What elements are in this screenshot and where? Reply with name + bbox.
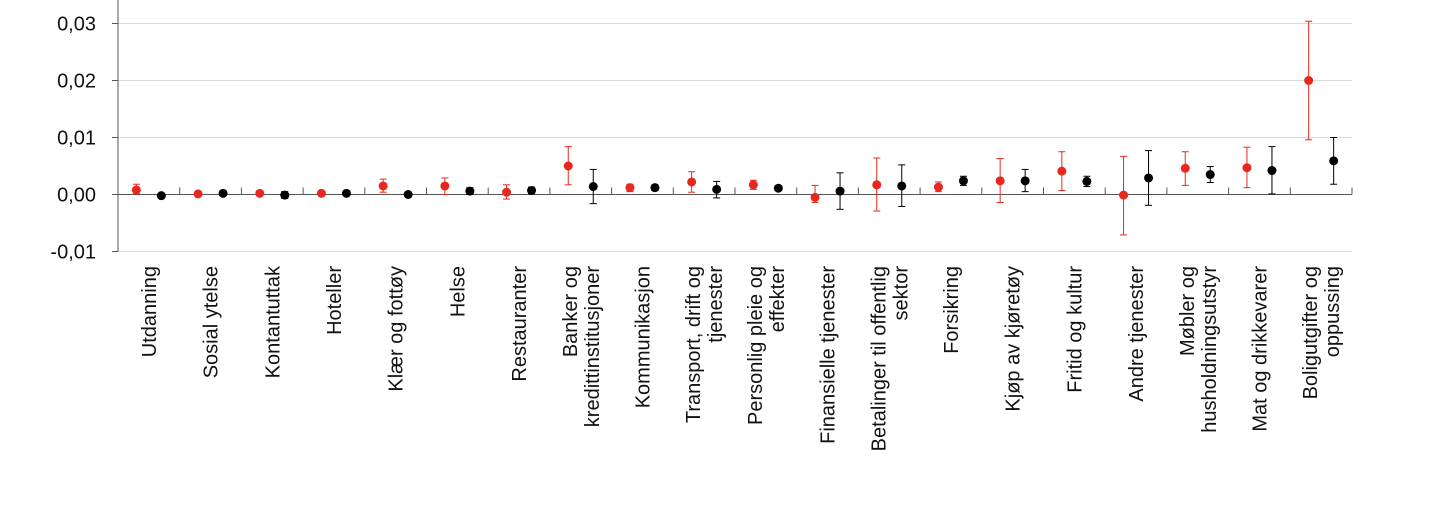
x-category-label: Hoteller — [324, 266, 346, 335]
data-point — [527, 186, 537, 196]
data-point — [810, 192, 820, 202]
x-category-label: oppussing — [1322, 266, 1344, 357]
data-point — [1144, 173, 1154, 183]
x-category-label: Banker og — [560, 266, 582, 357]
x-category-label: Kommunikasjon — [632, 266, 654, 408]
data-point — [131, 185, 141, 195]
x-category-label: Forsikring — [941, 266, 963, 354]
error-bars — [132, 20, 1338, 236]
y-tick-label: 0,01 — [57, 128, 96, 150]
data-point — [1329, 156, 1339, 166]
data-point — [773, 183, 783, 193]
x-category-label: Sosial ytelse — [201, 266, 223, 378]
data-point — [403, 190, 413, 199]
data-point — [933, 182, 943, 192]
x-category-label: Restauranter — [509, 266, 531, 382]
data-point — [341, 188, 351, 198]
data-point — [650, 183, 660, 193]
data-point — [502, 187, 512, 197]
x-category-label: Fritid og kultur — [1064, 266, 1086, 393]
data-point — [218, 188, 228, 198]
data-point — [156, 191, 166, 201]
data-point — [1242, 163, 1252, 173]
x-category-label: Betalinger til offentlig — [868, 266, 890, 451]
x-category-label: Transport, drift og — [683, 266, 705, 423]
x-category-label: Klær og fottøy — [386, 266, 408, 392]
data-point — [995, 176, 1005, 186]
data-point — [1180, 163, 1190, 173]
y-tick-label: -0,01 — [50, 242, 96, 264]
data-point — [1267, 166, 1277, 176]
x-category-label: tjenester — [705, 266, 727, 343]
y-tick-label: 0,00 — [57, 185, 96, 207]
x-category-label: Finansielle tjenester — [818, 266, 840, 444]
data-point — [835, 186, 845, 196]
data-point — [1020, 176, 1030, 186]
data-point — [687, 177, 697, 187]
data-point — [897, 181, 907, 191]
x-category-label: Boligutgifter og — [1300, 266, 1322, 399]
data-point — [193, 189, 203, 199]
x-category-label: sektor — [890, 266, 912, 321]
data-point — [1205, 170, 1215, 180]
data-point — [378, 181, 388, 191]
x-category-label: Personlig pleie og — [745, 266, 767, 425]
x-category-label: kredittinstitusjoner — [582, 266, 604, 428]
data-point — [255, 188, 265, 198]
x-category-label: Andre tjenester — [1126, 266, 1148, 402]
data-point — [316, 188, 326, 198]
data-point — [440, 181, 450, 191]
y-axis: -0,01 0,00 0,01 0,02 0,03 — [50, 0, 119, 264]
x-category-label: Kontantuttak — [262, 265, 284, 378]
x-category-label: Mat og drikkevarer — [1249, 266, 1271, 432]
data-point — [1057, 166, 1067, 176]
data-point — [563, 161, 573, 171]
data-point — [1304, 76, 1314, 85]
x-axis — [117, 187, 1353, 195]
x-category-label: effekter — [767, 266, 789, 333]
data-point — [625, 183, 635, 193]
data-point — [280, 190, 290, 200]
x-category-label: Utdanning — [139, 266, 161, 357]
data-point — [872, 180, 882, 190]
data-point — [1082, 176, 1092, 186]
data-point — [465, 186, 475, 196]
x-category-label: Møbler og — [1177, 266, 1199, 356]
y-tick-label: 0,02 — [57, 71, 96, 93]
y-tick-label: 0,03 — [57, 14, 96, 36]
data-point — [712, 184, 722, 194]
x-category-label: Kjøp av kjøretøy — [1003, 266, 1025, 412]
gridlines — [118, 23, 1352, 252]
data-points — [131, 76, 1339, 202]
data-point — [1119, 190, 1129, 200]
x-category-label: husholdningsutstyr — [1199, 266, 1221, 433]
category-labels: Utdanning Sosial ytelse Kontantuttak Hotell… — [139, 265, 1344, 451]
data-point — [588, 182, 598, 192]
data-point — [958, 176, 968, 186]
x-category-label: Helse — [447, 266, 469, 317]
data-point — [748, 180, 758, 190]
